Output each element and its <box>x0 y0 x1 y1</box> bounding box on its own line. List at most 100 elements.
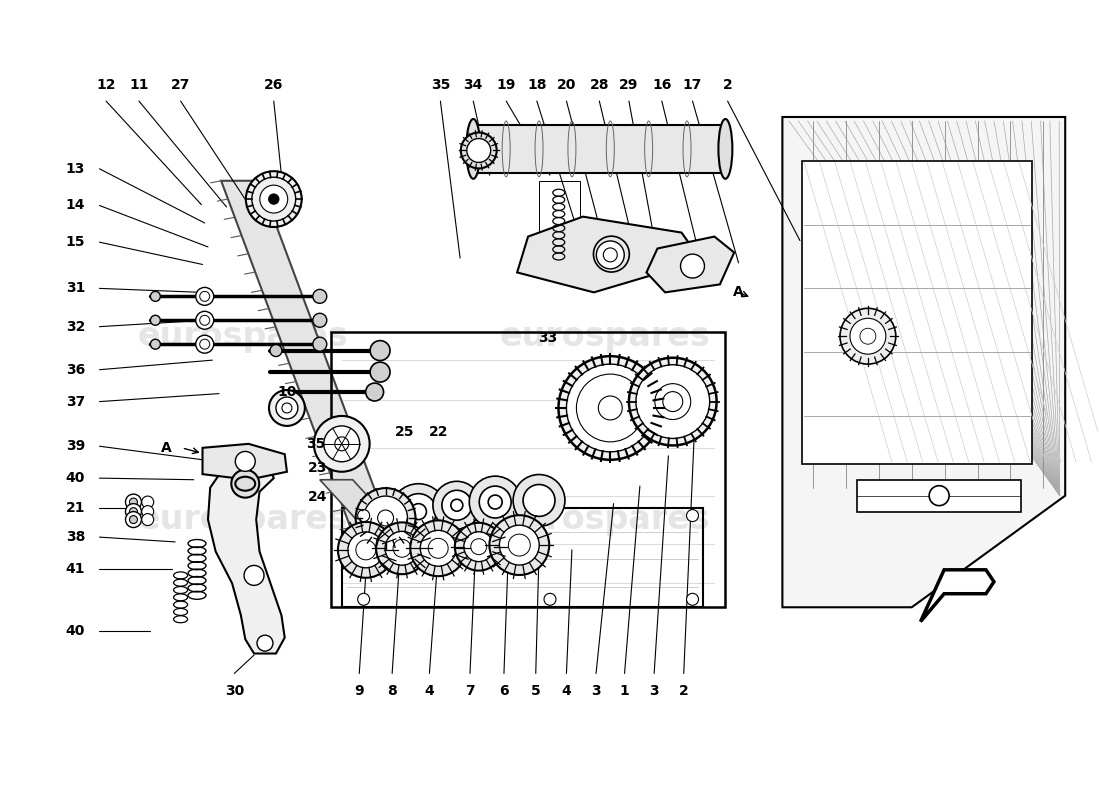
Text: A: A <box>161 441 172 455</box>
Circle shape <box>461 133 497 169</box>
Circle shape <box>151 315 161 326</box>
Text: 23: 23 <box>308 461 328 474</box>
Text: 35: 35 <box>431 78 450 92</box>
Circle shape <box>270 345 282 357</box>
Text: eurospares: eurospares <box>499 320 711 353</box>
Circle shape <box>125 512 142 527</box>
Text: 31: 31 <box>66 282 85 295</box>
Text: 27: 27 <box>170 78 190 92</box>
Circle shape <box>840 308 895 364</box>
Circle shape <box>312 338 327 351</box>
Circle shape <box>629 358 716 446</box>
Circle shape <box>130 508 138 515</box>
Circle shape <box>377 510 394 526</box>
Text: 25: 25 <box>395 425 414 439</box>
Circle shape <box>130 515 138 523</box>
Text: 24: 24 <box>308 490 328 504</box>
Text: 9: 9 <box>354 684 364 698</box>
Circle shape <box>246 171 301 227</box>
Circle shape <box>524 485 556 516</box>
Text: 40: 40 <box>66 624 85 638</box>
Text: 20: 20 <box>557 78 576 92</box>
Circle shape <box>348 532 384 568</box>
Circle shape <box>200 339 210 349</box>
Text: 13: 13 <box>66 162 85 176</box>
Text: 10: 10 <box>277 385 297 399</box>
Circle shape <box>257 635 273 651</box>
Circle shape <box>393 539 411 558</box>
Circle shape <box>598 396 623 420</box>
Polygon shape <box>208 470 285 654</box>
Circle shape <box>603 248 617 262</box>
Circle shape <box>681 254 704 278</box>
Circle shape <box>850 318 886 354</box>
Polygon shape <box>647 237 734 292</box>
Circle shape <box>312 290 327 303</box>
Text: 37: 37 <box>66 394 85 409</box>
Circle shape <box>244 566 264 586</box>
Circle shape <box>451 499 463 511</box>
Ellipse shape <box>466 119 481 178</box>
Circle shape <box>499 525 539 565</box>
Text: 4: 4 <box>425 684 435 698</box>
Text: 35: 35 <box>306 437 326 451</box>
Polygon shape <box>202 444 287 480</box>
Circle shape <box>596 241 624 269</box>
Text: eurospares: eurospares <box>138 503 349 536</box>
Text: 38: 38 <box>66 530 85 544</box>
Circle shape <box>566 364 654 452</box>
Circle shape <box>466 138 491 162</box>
Ellipse shape <box>235 477 255 490</box>
Text: 3: 3 <box>649 684 659 698</box>
Circle shape <box>356 540 376 560</box>
Polygon shape <box>473 125 725 173</box>
Circle shape <box>480 486 512 518</box>
Circle shape <box>142 496 154 508</box>
Text: 2: 2 <box>679 684 689 698</box>
Text: 16: 16 <box>652 78 671 92</box>
Polygon shape <box>802 161 1032 464</box>
Circle shape <box>433 482 481 529</box>
Text: eurospares: eurospares <box>499 503 711 536</box>
Text: 1: 1 <box>619 684 629 698</box>
Circle shape <box>686 594 698 606</box>
Circle shape <box>200 315 210 326</box>
Text: 5: 5 <box>531 684 540 698</box>
Text: 39: 39 <box>66 439 85 454</box>
Text: A: A <box>734 286 744 299</box>
Circle shape <box>654 384 691 419</box>
Circle shape <box>334 437 349 451</box>
Circle shape <box>442 490 472 520</box>
Circle shape <box>252 177 296 221</box>
Circle shape <box>454 522 503 570</box>
Circle shape <box>930 486 949 506</box>
Circle shape <box>385 531 419 566</box>
Text: 28: 28 <box>590 78 609 92</box>
Circle shape <box>376 522 428 574</box>
Text: eurospares: eurospares <box>138 320 349 353</box>
Circle shape <box>364 496 407 540</box>
Circle shape <box>513 474 565 526</box>
Circle shape <box>470 476 521 528</box>
Text: 22: 22 <box>428 425 448 439</box>
Circle shape <box>370 341 390 361</box>
Circle shape <box>196 335 213 353</box>
Circle shape <box>338 522 394 578</box>
Text: 36: 36 <box>66 362 85 377</box>
Text: 19: 19 <box>496 78 516 92</box>
Circle shape <box>365 383 384 401</box>
Text: 11: 11 <box>129 78 149 92</box>
Text: 3: 3 <box>591 684 601 698</box>
Circle shape <box>420 530 456 566</box>
Circle shape <box>400 494 437 530</box>
Circle shape <box>663 392 683 411</box>
Text: 41: 41 <box>66 562 85 576</box>
Circle shape <box>231 470 260 498</box>
Circle shape <box>151 339 161 349</box>
Text: 33: 33 <box>538 331 558 345</box>
Circle shape <box>488 495 503 509</box>
Ellipse shape <box>718 119 733 178</box>
Polygon shape <box>921 570 994 622</box>
Circle shape <box>125 494 142 510</box>
Circle shape <box>130 498 138 506</box>
